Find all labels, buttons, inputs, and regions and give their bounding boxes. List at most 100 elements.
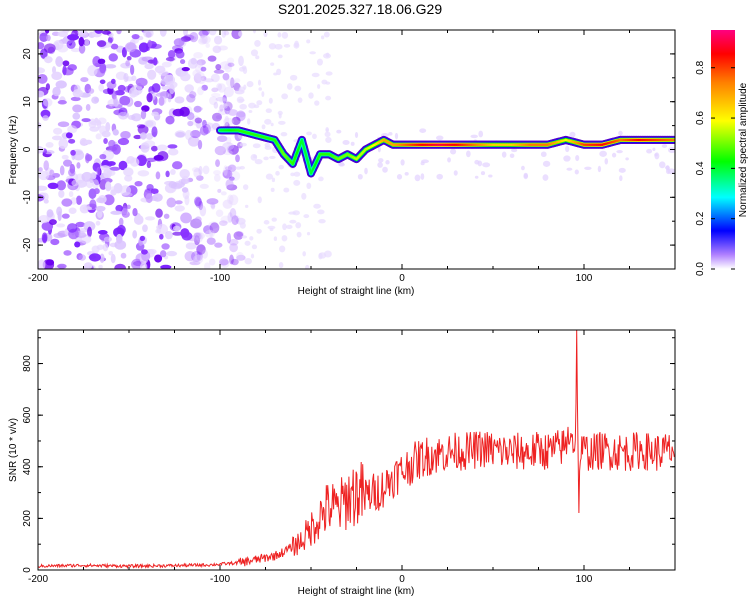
noise-blob [202,30,210,36]
noise-blob [151,126,158,138]
noise-blob [158,96,165,106]
noise-blob [45,141,54,148]
noise-blob-faint [267,225,276,230]
noise-blob-faint [244,204,249,208]
noise-blob [75,195,83,205]
noise-blob [193,168,202,179]
noise-blob-faint [377,146,381,153]
noise-blob-faint [268,155,276,159]
noise-blob [131,258,143,269]
noise-blob [45,83,50,91]
noise-blob [99,79,106,85]
x-tick-label: 0 [399,574,405,585]
noise-blob [190,130,201,139]
noise-blob [128,87,138,98]
noise-blob [234,215,241,223]
noise-blob [84,152,90,164]
noise-blob [124,175,133,182]
noise-blob [70,149,76,156]
noise-blob [229,243,238,253]
noise-blob [139,235,146,241]
noise-blob [120,252,127,259]
noise-blob [150,145,158,152]
noise-blob-faint [268,97,273,104]
noise-blob [151,111,159,117]
noise-blob [186,93,196,103]
noise-blob-faint [238,86,246,92]
noise-blob [70,96,81,102]
spectrogram-x-label: Height of straight line (km) [298,286,415,297]
noise-blob [155,92,166,97]
noise-blob [100,165,110,171]
noise-blob [192,69,201,78]
noise-blob [231,116,241,126]
noise-blob [225,179,234,189]
noise-blob [231,215,239,226]
noise-blob [119,95,131,106]
noise-blob [154,254,163,263]
noise-blob-faint [244,240,251,246]
noise-blob [147,39,153,48]
noise-blob-faint [264,118,272,125]
y-tick-label: -10 [22,190,33,205]
noise-blob-faint [421,159,429,164]
noise-blob [197,86,204,96]
noise-blob-faint [276,68,282,76]
noise-blob [225,78,236,87]
noise-blob-faint [318,252,323,260]
noise-blob [47,182,59,190]
noise-blob [196,175,204,181]
noise-blob [87,65,98,77]
noise-blob [195,197,202,208]
noise-blob [183,30,189,37]
noise-blob [206,237,216,245]
noise-blob [208,221,219,229]
noise-blob [222,169,231,179]
noise-blob [215,63,222,71]
noise-blob [210,203,216,210]
noise-blob-faint [250,153,258,161]
noise-blob [125,60,130,67]
noise-blob-faint [569,131,576,138]
noise-blob [194,106,204,111]
noise-blob [213,174,221,182]
noise-blob [106,170,116,176]
noise-blob [38,42,45,50]
noise-blob [222,199,233,209]
noise-blob [167,93,172,103]
noise-blob-faint [238,30,243,37]
x-tick-label: -100 [210,273,230,284]
noise-blob [233,78,241,83]
noise-blob-faint [263,220,270,225]
noise-blob-faint [279,245,286,253]
noise-blob [38,194,45,202]
noise-blob [72,112,81,120]
y-tick-label: 10 [22,96,33,108]
noise-blob [211,87,219,93]
noise-blob [152,193,163,202]
noise-blob [159,233,164,240]
noise-blob-faint [249,236,254,241]
noise-blob-faint [270,187,275,193]
noise-blob-faint [261,124,266,130]
spectrogram-y-label: Frequency (Hz) [8,116,19,185]
noise-blob-faint [342,139,350,145]
noise-blob-faint [364,167,368,175]
colorbar-label: Normalized spectral amplitude [738,82,749,217]
noise-blob [59,165,65,176]
noise-blob-faint [309,51,316,55]
noise-blob [222,72,230,81]
noise-blob [220,215,232,224]
noise-blob [156,225,162,230]
noise-blob [168,181,177,189]
noise-blob-faint [619,175,623,182]
noise-blob [56,223,66,228]
noise-blob-faint [241,235,248,239]
noise-blob-faint [274,43,283,50]
noise-blob [121,47,127,58]
noise-blob [82,206,93,211]
noise-blob [78,254,86,261]
noise-blob [212,112,223,122]
noise-blob-faint [273,236,278,242]
noise-blob [96,197,105,204]
